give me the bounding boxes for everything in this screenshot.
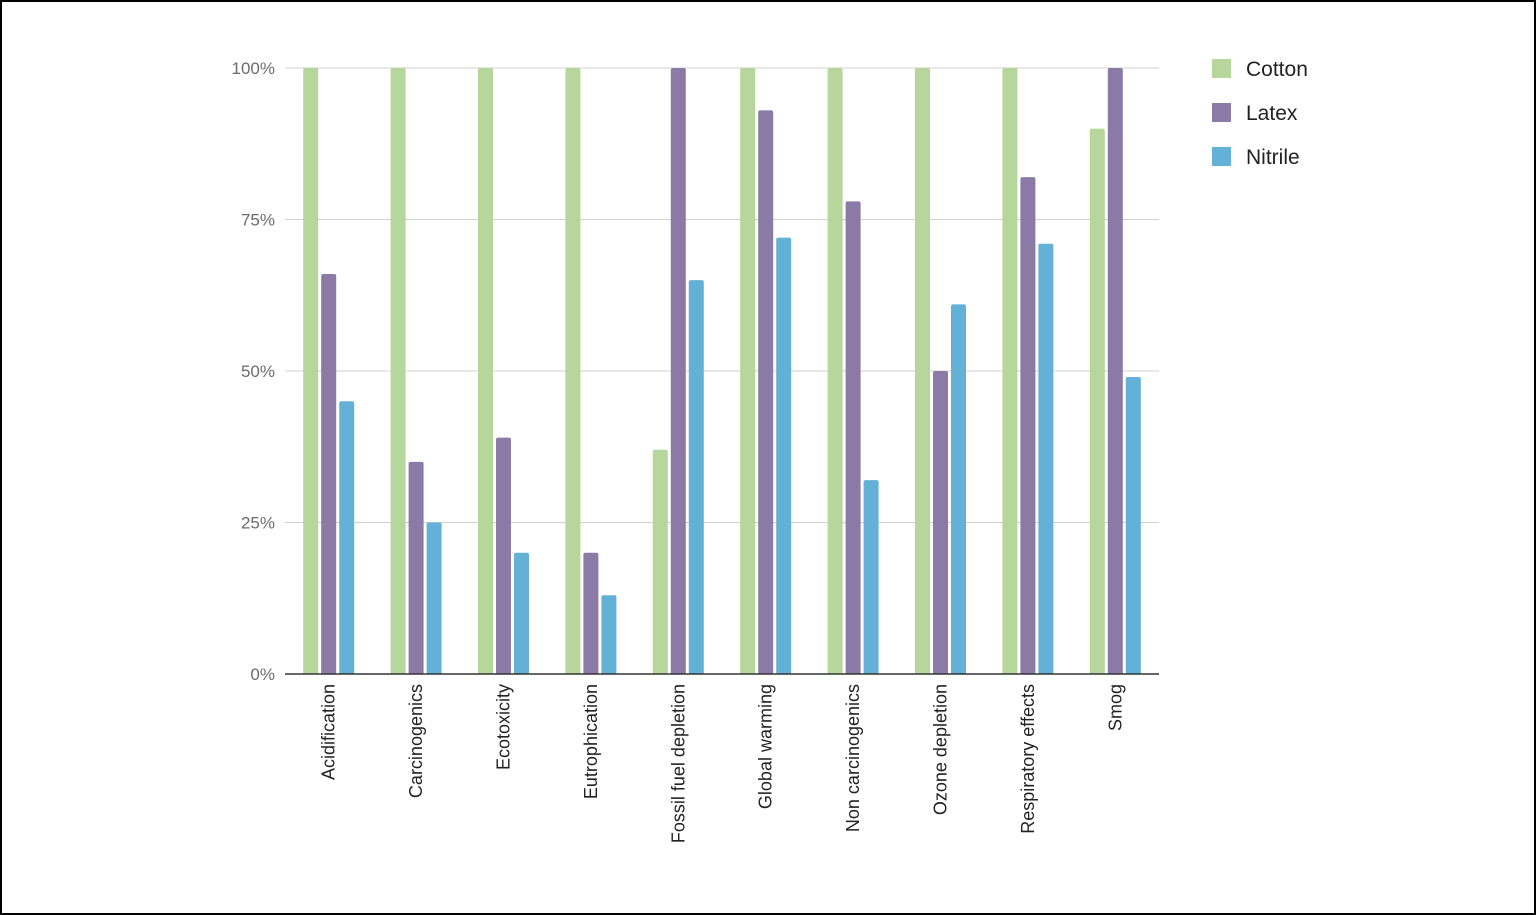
bar-cotton-acidification bbox=[303, 68, 319, 674]
bar-cotton-ozone-depletion bbox=[915, 68, 930, 674]
legend-swatch-latex bbox=[1212, 103, 1231, 122]
legend-label-latex: Latex bbox=[1246, 102, 1298, 125]
bar-latex-respiratory-effects bbox=[1020, 177, 1036, 674]
bar-cotton-global-warming bbox=[740, 68, 756, 674]
x-category-label: Smog bbox=[1105, 684, 1125, 731]
bar-nitrile-global-warming bbox=[776, 237, 792, 674]
bar-latex-global-warming bbox=[758, 110, 774, 675]
bar-nitrile-respiratory-effects bbox=[1038, 243, 1054, 675]
bar-latex-ozone-depletion bbox=[933, 371, 948, 674]
bar-nitrile-ecotoxicity bbox=[514, 552, 529, 674]
bar-cotton-smog bbox=[1089, 128, 1105, 675]
bar-cotton-carcinogenics bbox=[390, 68, 406, 674]
bar-cotton-fossil-fuel-depletion bbox=[652, 449, 668, 674]
bar-cotton-eutrophication bbox=[565, 68, 581, 674]
bar-latex-carcinogenics bbox=[408, 461, 424, 674]
legend-swatch-nitrile bbox=[1212, 147, 1231, 166]
bar-latex-smog bbox=[1107, 68, 1123, 674]
x-category-label: Acidification bbox=[319, 684, 339, 780]
bar-cotton-ecotoxicity bbox=[478, 68, 493, 674]
x-category-label: Fossil fuel depletion bbox=[668, 684, 688, 843]
x-category-label: Eutrophication bbox=[581, 684, 601, 799]
bar-nitrile-fossil-fuel-depletion bbox=[688, 280, 704, 674]
legend: Cotton Latex Nitrile bbox=[1212, 58, 1308, 169]
y-tick-label: 0% bbox=[250, 665, 275, 684]
bars bbox=[303, 68, 1141, 675]
bar-latex-ecotoxicity bbox=[496, 437, 511, 674]
bar-nitrile-ozone-depletion bbox=[951, 304, 966, 674]
legend-label-nitrile: Nitrile bbox=[1246, 146, 1300, 169]
bar-cotton-respiratory-effects bbox=[1002, 68, 1018, 674]
x-category-label: Ecotoxicity bbox=[494, 684, 514, 770]
legend-label-cotton: Cotton bbox=[1246, 58, 1308, 81]
y-tick-label: 25% bbox=[241, 514, 275, 533]
x-category-label: Global warming bbox=[756, 684, 776, 809]
bar-nitrile-eutrophication bbox=[601, 595, 617, 674]
bar-nitrile-non-carcinogenics bbox=[863, 480, 879, 674]
bar-latex-non-carcinogenics bbox=[845, 201, 861, 674]
y-tick-label: 75% bbox=[241, 211, 275, 230]
bar-latex-eutrophication bbox=[583, 552, 599, 674]
bar-latex-fossil-fuel-depletion bbox=[670, 68, 686, 674]
bar-latex-acidification bbox=[321, 274, 337, 674]
x-category-label: Respiratory effects bbox=[1018, 684, 1038, 834]
bar-nitrile-acidification bbox=[339, 401, 355, 674]
y-tick-label: 50% bbox=[241, 362, 275, 381]
y-axis-tick-labels: 0% 25% 50% 75% 100% bbox=[232, 59, 275, 684]
x-category-label: Non carcinogenics bbox=[843, 684, 863, 832]
x-category-label: Carcinogenics bbox=[406, 684, 426, 798]
x-axis-category-labels: Acidification Carcinogenics Ecotoxicity Eut… bbox=[319, 684, 1126, 843]
bar-cotton-non-carcinogenics bbox=[827, 68, 843, 674]
bar-nitrile-smog bbox=[1125, 377, 1141, 674]
x-category-label: Ozone depletion bbox=[931, 684, 951, 815]
legend-swatch-cotton bbox=[1212, 59, 1231, 78]
y-tick-label: 100% bbox=[232, 59, 275, 78]
bar-nitrile-carcinogenics bbox=[426, 522, 442, 674]
